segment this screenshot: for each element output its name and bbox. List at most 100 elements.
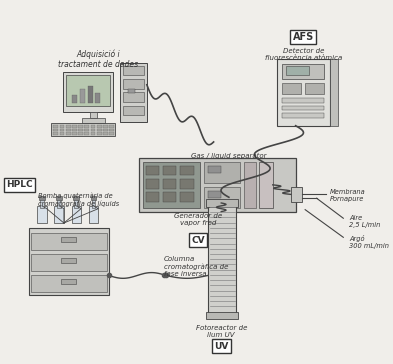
Bar <box>109 132 114 135</box>
Text: Generador de
vapor fred: Generador de vapor fred <box>174 213 222 226</box>
Bar <box>163 166 176 175</box>
Bar <box>91 132 95 135</box>
Text: Aire
2,5 L/min: Aire 2,5 L/min <box>349 215 380 228</box>
Bar <box>143 162 200 208</box>
Text: Columna
cromatogràfica de
fase inversa: Columna cromatogràfica de fase inversa <box>164 256 228 277</box>
Bar <box>66 132 71 135</box>
Bar <box>72 206 81 223</box>
Bar <box>97 132 101 135</box>
Bar <box>206 312 239 319</box>
Bar <box>61 258 76 263</box>
Bar <box>51 123 116 136</box>
Bar <box>72 125 77 128</box>
Bar <box>163 193 176 202</box>
Bar <box>91 196 96 200</box>
Bar <box>123 66 144 75</box>
Bar <box>53 128 58 131</box>
Bar <box>82 118 105 123</box>
Bar <box>146 193 159 202</box>
Bar <box>128 90 136 93</box>
Bar <box>84 128 89 131</box>
Bar <box>92 198 95 208</box>
Text: Detector de
fluorescència atòmica: Detector de fluorescència atòmica <box>264 48 342 60</box>
Text: Argó
300 mL/min: Argó 300 mL/min <box>349 236 389 249</box>
Bar <box>88 86 92 103</box>
Bar <box>120 63 147 122</box>
Bar <box>53 132 58 135</box>
Bar <box>97 128 101 131</box>
Bar <box>123 79 144 88</box>
Bar <box>206 199 239 207</box>
Bar <box>282 98 324 103</box>
Bar <box>31 274 107 292</box>
Bar <box>163 179 176 189</box>
Text: Gas / liquid separator: Gas / liquid separator <box>191 153 266 159</box>
Bar <box>282 64 324 79</box>
Text: Fotoreactor de
llum UV: Fotoreactor de llum UV <box>196 325 247 338</box>
Bar <box>204 162 240 183</box>
Bar <box>29 228 109 294</box>
Bar <box>74 198 78 208</box>
Bar <box>180 193 194 202</box>
Bar <box>146 179 159 189</box>
Bar <box>78 128 83 131</box>
Bar <box>123 92 144 102</box>
Bar <box>72 128 77 131</box>
Bar <box>286 66 309 75</box>
Bar <box>60 128 64 131</box>
Bar <box>54 206 64 223</box>
Bar <box>78 125 83 128</box>
Bar <box>97 125 101 128</box>
Bar <box>63 72 112 112</box>
Bar <box>39 196 45 200</box>
Bar <box>31 233 107 250</box>
Bar <box>103 125 108 128</box>
Bar <box>60 132 64 135</box>
Bar <box>146 166 159 175</box>
Bar <box>305 83 324 94</box>
Bar <box>89 206 98 223</box>
Bar <box>109 128 114 131</box>
Bar <box>40 198 44 208</box>
Text: HPLC: HPLC <box>6 180 32 189</box>
Bar <box>282 113 324 118</box>
Bar <box>80 90 85 103</box>
Bar <box>91 125 95 128</box>
Bar <box>291 187 302 202</box>
Bar <box>103 128 108 131</box>
Bar <box>208 203 237 313</box>
Bar <box>95 93 100 103</box>
Bar <box>90 112 97 118</box>
Bar <box>60 125 64 128</box>
Text: CV: CV <box>191 236 205 245</box>
Bar <box>180 166 194 175</box>
Bar <box>277 59 330 126</box>
Bar <box>282 83 301 94</box>
Bar <box>109 125 114 128</box>
Bar <box>61 237 76 242</box>
Bar <box>204 187 240 208</box>
Bar <box>57 198 61 208</box>
Bar <box>56 196 62 200</box>
Bar <box>208 166 221 173</box>
Bar <box>123 106 144 115</box>
Bar <box>84 132 89 135</box>
Bar <box>91 128 95 131</box>
Bar <box>208 191 221 198</box>
Text: AFS: AFS <box>293 32 314 42</box>
Bar <box>53 125 58 128</box>
Bar <box>66 75 110 106</box>
Text: UV: UV <box>214 341 228 351</box>
Bar <box>180 179 194 189</box>
Bar <box>330 59 338 126</box>
Bar <box>103 132 108 135</box>
Bar <box>61 279 76 284</box>
Text: Membrana
Pornapure: Membrana Pornapure <box>330 189 365 202</box>
Bar <box>73 196 79 200</box>
Bar <box>78 132 83 135</box>
Bar <box>244 162 255 208</box>
Bar <box>72 132 77 135</box>
Bar <box>259 162 273 208</box>
Bar <box>139 158 296 211</box>
Bar <box>66 125 71 128</box>
